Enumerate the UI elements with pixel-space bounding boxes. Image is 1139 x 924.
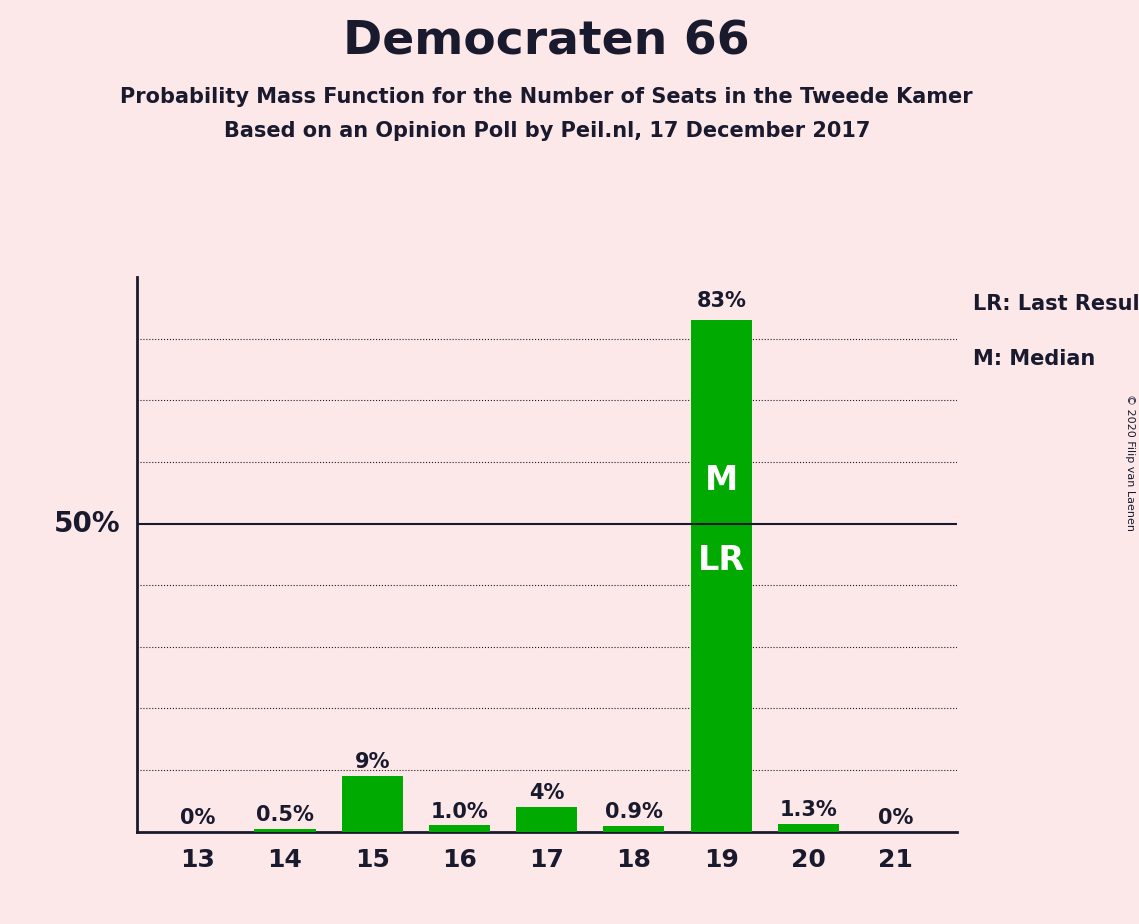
Text: Based on an Opinion Poll by Peil.nl, 17 December 2017: Based on an Opinion Poll by Peil.nl, 17 …	[223, 121, 870, 141]
Text: 4%: 4%	[528, 784, 565, 803]
Bar	[342, 776, 403, 832]
Text: 0.9%: 0.9%	[605, 802, 663, 822]
Text: 1.3%: 1.3%	[779, 800, 837, 820]
Text: LR: LR	[698, 544, 745, 578]
Bar	[516, 807, 577, 832]
Text: 50%: 50%	[54, 510, 121, 538]
Bar	[778, 823, 839, 832]
Text: © 2020 Filip van Laenen: © 2020 Filip van Laenen	[1125, 394, 1134, 530]
Text: 0.5%: 0.5%	[256, 805, 314, 825]
Bar	[429, 825, 490, 832]
Bar	[254, 829, 316, 832]
Bar	[604, 826, 664, 832]
Text: 83%: 83%	[696, 291, 746, 311]
Text: Probability Mass Function for the Number of Seats in the Tweede Kamer: Probability Mass Function for the Number…	[121, 87, 973, 107]
Text: M: M	[705, 464, 738, 497]
Text: 0%: 0%	[878, 808, 913, 828]
Text: 9%: 9%	[354, 752, 390, 772]
Bar	[690, 321, 752, 832]
Text: 0%: 0%	[180, 808, 215, 828]
Text: M: Median: M: Median	[973, 349, 1096, 370]
Text: Democraten 66: Democraten 66	[343, 19, 751, 64]
Text: LR: Last Result: LR: Last Result	[973, 294, 1139, 314]
Text: 1.0%: 1.0%	[431, 802, 489, 821]
